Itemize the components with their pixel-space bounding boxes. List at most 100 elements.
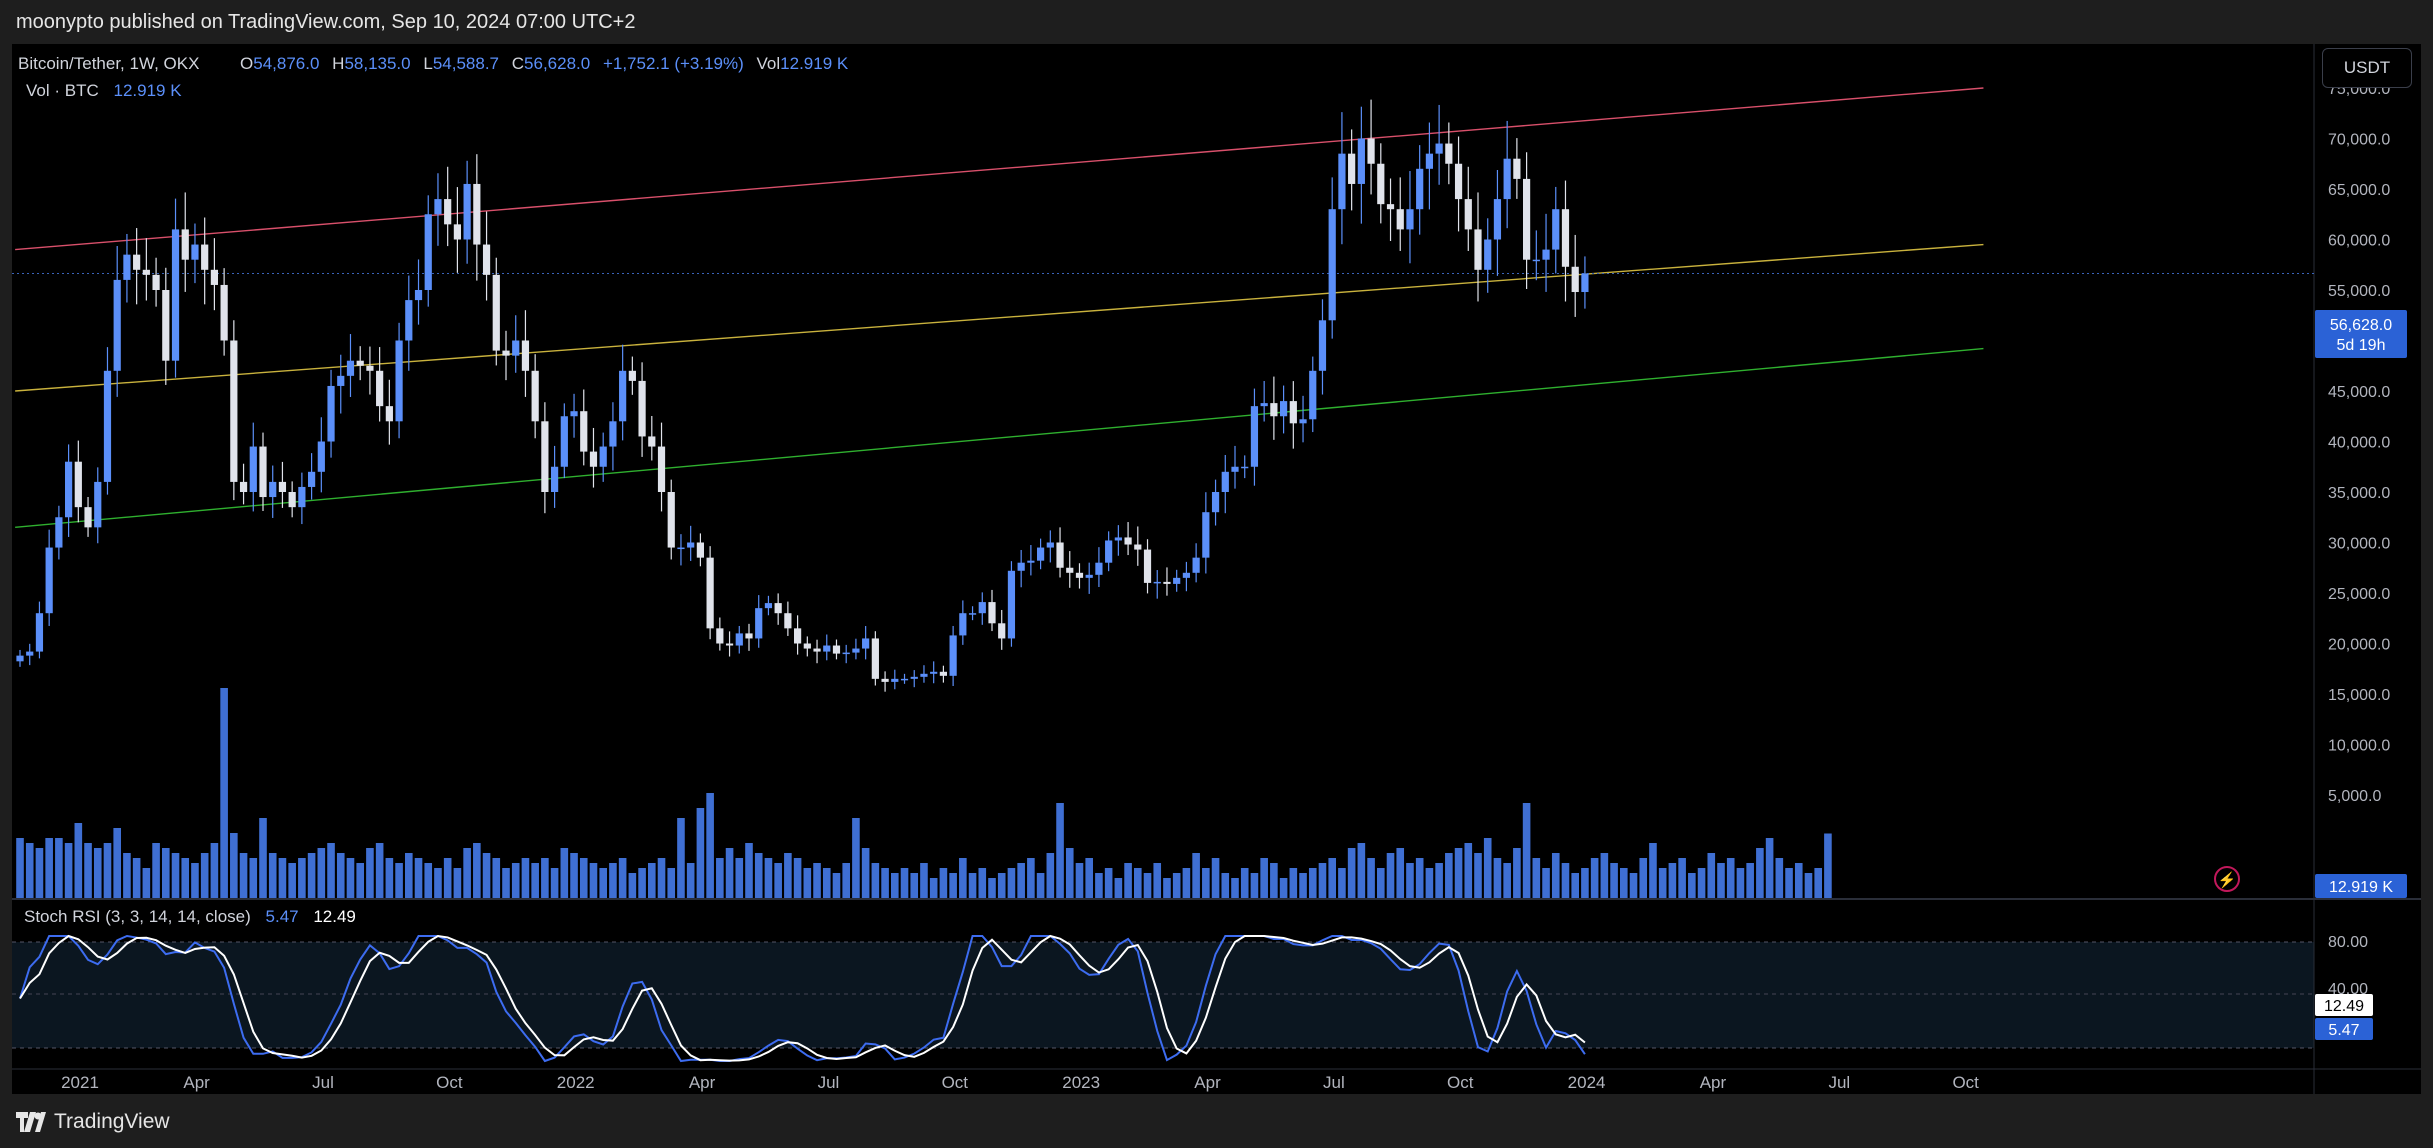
candle-down: [259, 446, 267, 498]
volume-bar: [1415, 858, 1424, 898]
volume-bar: [1532, 858, 1541, 898]
vol-legend-value: 12.919 K: [113, 81, 182, 100]
candle-up: [1017, 562, 1025, 571]
y-tick-label: 15,000.0: [2328, 687, 2390, 704]
rsi-axis-40: 40.00: [2328, 981, 2368, 998]
candle-up: [1260, 403, 1268, 407]
candle-up: [317, 441, 325, 472]
flash-icon-glyph: ⚡: [2218, 871, 2237, 889]
volume-bar: [822, 868, 831, 898]
volume-bar: [793, 858, 802, 898]
volume-bar: [152, 843, 160, 898]
candle-down: [502, 350, 510, 356]
candle-up: [463, 183, 471, 240]
candle-up: [609, 421, 617, 447]
volume-bar: [395, 863, 403, 898]
volume-bar: [1765, 838, 1774, 898]
candle-up: [1435, 143, 1443, 154]
volume-bar: [1056, 803, 1064, 898]
candle-down: [74, 461, 82, 508]
volume-legend: Vol · BTC 12.919 K: [26, 81, 182, 100]
candle-down: [813, 648, 821, 652]
volume-bar: [1697, 868, 1706, 898]
volume-bar: [1775, 858, 1784, 898]
candle-down: [1066, 567, 1074, 573]
price-axis[interactable]: 75,000.070,000.065,000.060,000.055,000.0…: [2328, 81, 2390, 805]
volume-bar: [84, 843, 92, 898]
candle-up: [113, 279, 121, 371]
volume-bar: [1328, 858, 1336, 898]
volume-bar: [1435, 863, 1443, 898]
volume-bar: [735, 858, 744, 898]
volume-bar: [64, 843, 73, 898]
rsi-axis-80: 80.00: [2328, 934, 2368, 951]
y-tick-label: 10,000.0: [2328, 738, 2390, 755]
volume-bar: [754, 853, 763, 898]
time-axis[interactable]: 2021 Apr Jul Oct 2022 Apr Jul Oct 2023 Apr Jul Oct 2…: [61, 1073, 1979, 1092]
rsi-k-tag-text: 5.47: [2328, 1022, 2359, 1039]
y-tick-label: 20,000.0: [2328, 637, 2390, 654]
candle-up: [949, 635, 957, 676]
volume-bar: [1736, 868, 1745, 898]
candle-up: [434, 199, 442, 215]
flash-icon[interactable]: [2214, 866, 2240, 892]
x-tick-label: Apr: [1194, 1073, 1221, 1092]
tradingview-brand[interactable]: TradingView: [16, 1110, 170, 1134]
volume-bar: [1347, 848, 1356, 898]
volume-bar: [1211, 858, 1220, 898]
legend-h-key: H: [332, 54, 344, 73]
candle-down: [1075, 572, 1084, 578]
candle-down: [1143, 549, 1152, 583]
price-chart[interactable]: 75,000.070,000.065,000.060,000.055,000.0…: [12, 44, 2421, 1094]
volume-bar: [1163, 878, 1171, 898]
volume-bar: [1027, 858, 1035, 898]
candle-up: [862, 638, 870, 649]
tradingview-logo-icon: [16, 1112, 46, 1132]
candle-down: [385, 406, 393, 422]
volume-bar: [521, 858, 530, 898]
currency-button[interactable]: USDT: [2322, 48, 2412, 88]
volume-bar: [1639, 858, 1648, 898]
candle-down: [794, 628, 802, 644]
chart-frame[interactable]: 75,000.0 70,000.0 65,000.0 60,000.0 55,000.0…: [12, 44, 2421, 1094]
volume-bar: [609, 863, 617, 898]
volume-bar: [696, 808, 705, 898]
volume-bar: [511, 863, 520, 898]
candle-up: [1493, 199, 1502, 240]
candle-up: [735, 633, 743, 646]
volume-bar: [997, 873, 1006, 898]
candle-down: [939, 671, 947, 676]
candle-down: [628, 370, 636, 381]
volume-bar: [871, 863, 880, 898]
volume-bar: [784, 853, 792, 898]
legend-h-val: 58,135.0: [344, 54, 410, 73]
y-tick-label: 5,000.0: [2328, 788, 2381, 805]
candle-down: [220, 284, 228, 341]
volume-bar: [113, 828, 121, 898]
volume-bar: [1134, 868, 1142, 898]
candle-up: [1221, 471, 1229, 492]
x-tick-label: Jul: [312, 1073, 334, 1092]
y-tick-label: 25,000.0: [2328, 586, 2390, 603]
volume-bar: [686, 863, 695, 898]
volume-bar: [1085, 858, 1093, 898]
volume-bar: [492, 858, 501, 898]
volume-bar: [1707, 853, 1716, 898]
candle-up: [1416, 168, 1424, 210]
volume-bar: [1308, 868, 1317, 898]
volume-bar: [716, 858, 724, 898]
volume-bar: [1095, 873, 1103, 898]
candle-up: [337, 375, 345, 386]
volume-bar: [1824, 833, 1832, 898]
volume-bar: [1338, 868, 1346, 898]
candle-up: [298, 486, 306, 508]
candle-up: [327, 385, 335, 442]
volume-bar: [1036, 873, 1045, 898]
candle-up: [1328, 209, 1336, 321]
candle-up: [755, 608, 763, 639]
candle-down: [1270, 403, 1278, 417]
legend-c-key: C: [512, 54, 524, 73]
volume-bar: [939, 868, 948, 898]
volume-bar: [103, 843, 112, 898]
candle-up: [823, 645, 831, 652]
